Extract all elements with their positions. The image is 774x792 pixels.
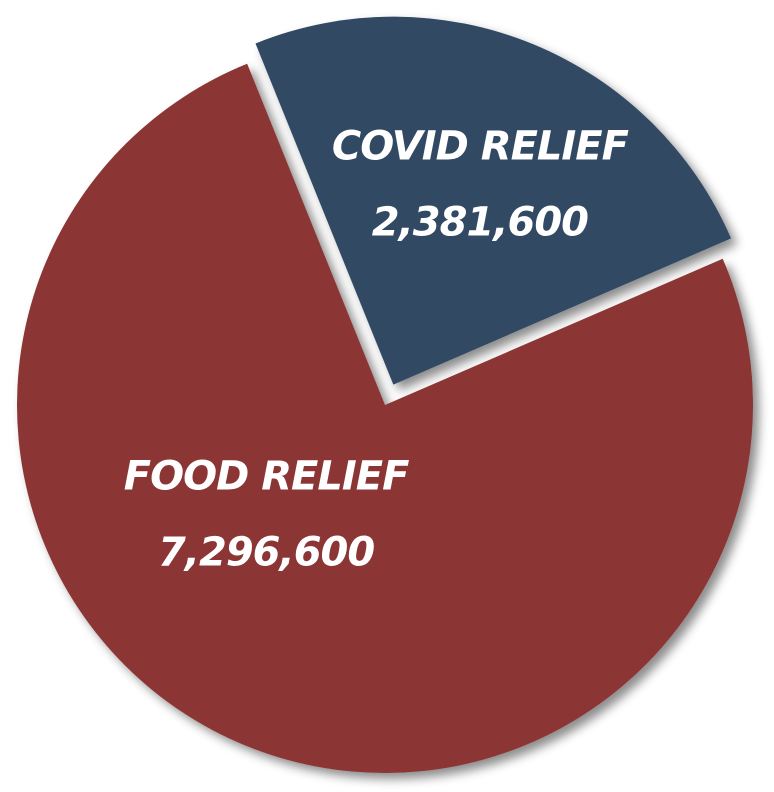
slice-value-covid-relief: 2,381,600 xyxy=(372,200,588,246)
pie-slice-food-relief xyxy=(17,63,754,774)
slice-value-food-relief: 7,296,600 xyxy=(158,530,374,576)
pie-labels: COVID RELIEF 2,381,600 FOOD RELIEF 7,296,60… xyxy=(124,124,630,576)
slice-label-covid-relief: COVID RELIEF xyxy=(332,124,629,170)
slice-label-food-relief: FOOD RELIEF xyxy=(124,454,409,500)
pie-slice-covid-relief xyxy=(255,16,732,385)
pie-slices xyxy=(17,16,754,774)
